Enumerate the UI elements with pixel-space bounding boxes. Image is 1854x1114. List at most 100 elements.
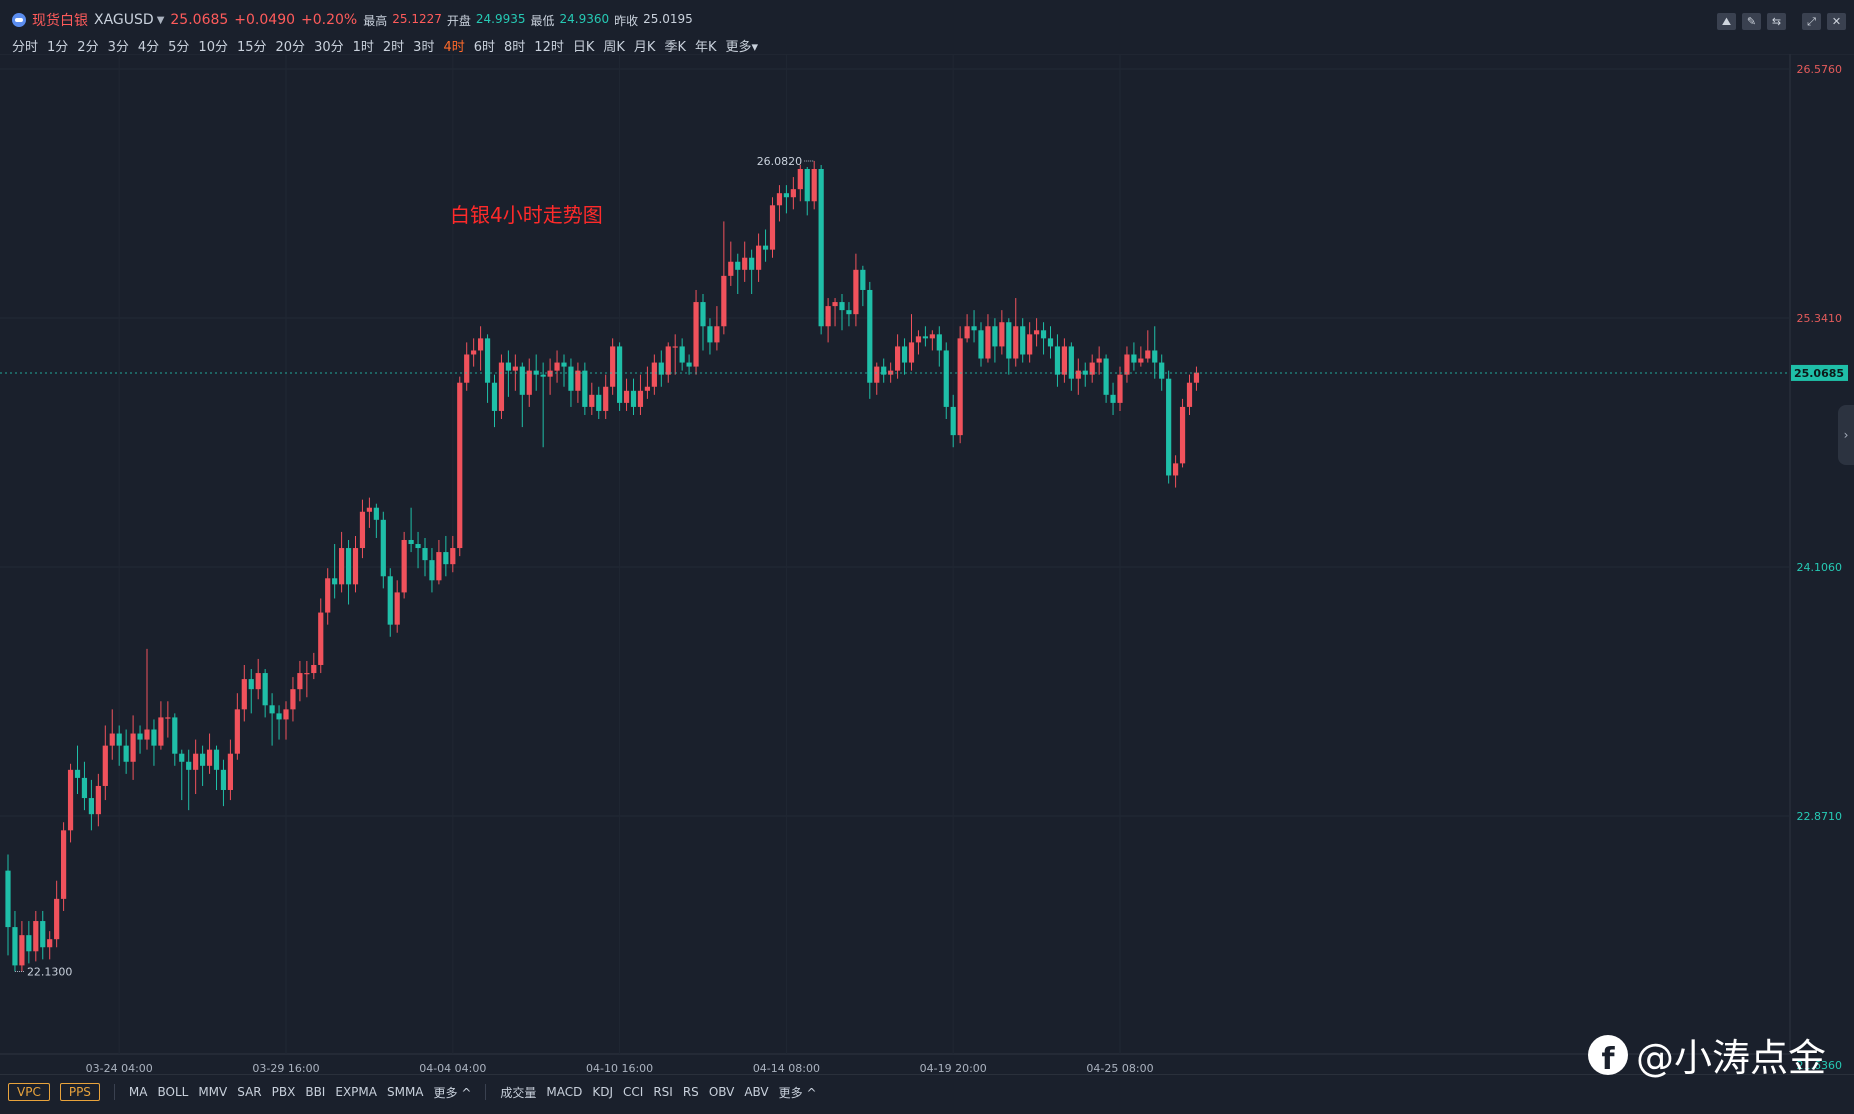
candle-body[interactable] [790, 189, 796, 198]
candle-body[interactable] [630, 390, 637, 407]
candle-body[interactable] [1103, 358, 1109, 395]
candle-body[interactable] [1020, 326, 1026, 355]
candle-body[interactable] [874, 366, 880, 383]
candle-body[interactable] [88, 798, 94, 815]
candle-body[interactable] [165, 717, 171, 719]
candle-body[interactable] [1040, 330, 1047, 339]
candle-body[interactable] [1068, 346, 1074, 379]
candle-body[interactable] [408, 539, 414, 545]
candle-body[interactable] [478, 338, 484, 351]
candle-body[interactable] [749, 257, 755, 270]
sub-indicator-more[interactable]: 更多 ^ [778, 1085, 817, 1100]
candle-body[interactable] [318, 612, 324, 665]
candle-body[interactable] [1054, 346, 1061, 375]
candle-body[interactable] [596, 394, 602, 411]
candle-body[interactable] [853, 269, 859, 315]
main-indicator-more[interactable]: 更多 ^ [433, 1085, 472, 1100]
candle-body[interactable] [700, 302, 706, 327]
candle-body[interactable] [714, 326, 720, 343]
candle-body[interactable] [735, 261, 741, 270]
candle-body[interactable] [234, 709, 240, 754]
chart-style-icon[interactable]: ⛰ [1717, 13, 1736, 30]
sub-indicator-1[interactable]: MACD [546, 1085, 583, 1099]
candle-body[interactable] [1138, 358, 1144, 363]
candle-body[interactable] [61, 830, 67, 899]
candle-body[interactable] [658, 362, 664, 375]
candle-body[interactable] [415, 544, 421, 549]
candle-body[interactable] [401, 539, 407, 593]
candle-body[interactable] [345, 548, 352, 585]
indicator-boll[interactable]: BOLL [157, 1085, 189, 1099]
candle-body[interactable] [241, 679, 247, 710]
candle-body[interactable] [637, 390, 644, 407]
candle-body[interactable] [151, 729, 157, 746]
candle-body[interactable] [1096, 358, 1102, 363]
candle-body[interactable] [352, 548, 359, 585]
candle-body[interactable] [339, 548, 345, 585]
sub-indicator-6[interactable]: OBV [708, 1085, 735, 1099]
candle-body[interactable] [186, 761, 192, 770]
candle-body[interactable] [679, 346, 685, 363]
timeframe-1[interactable]: 1分 [47, 40, 69, 55]
candle-body[interactable] [644, 386, 650, 391]
candle-body[interactable] [471, 350, 477, 355]
candle-body[interactable] [832, 302, 838, 307]
indicator-smma[interactable]: SMMA [386, 1085, 424, 1099]
candle-body[interactable] [818, 169, 824, 327]
candle-body[interactable] [554, 362, 560, 371]
timeframe-0[interactable]: 分时 [12, 40, 39, 55]
indicator-expma[interactable]: EXPMA [335, 1085, 377, 1099]
candle-body[interactable] [373, 507, 379, 520]
candle-body[interactable] [387, 576, 393, 625]
candle-body[interactable] [1124, 354, 1130, 375]
candle-body[interactable] [651, 362, 657, 387]
candle-body[interactable] [582, 370, 588, 407]
candle-body[interactable] [158, 717, 164, 746]
timeframe-7[interactable]: 15分 [236, 40, 267, 55]
candle-body[interactable] [311, 664, 317, 674]
candle-body[interactable] [116, 733, 122, 746]
symbol-dropdown-icon[interactable]: ▼ [156, 14, 165, 26]
candle-body[interactable] [568, 366, 574, 391]
timeframe-5[interactable]: 5分 [168, 40, 190, 55]
candle-body[interactable] [297, 673, 303, 690]
candle-body[interactable] [123, 745, 129, 762]
candle-body[interactable] [40, 921, 46, 948]
candle-body[interactable] [908, 342, 915, 363]
candle-body[interactable] [1089, 362, 1095, 375]
candle-body[interactable] [575, 370, 581, 391]
candle-body[interactable] [603, 386, 609, 411]
candle-body[interactable] [762, 245, 769, 250]
candle-body[interactable] [561, 362, 567, 367]
draw-icon[interactable]: ✎ [1742, 13, 1761, 30]
candle-body[interactable] [380, 519, 386, 577]
candle-body[interactable] [693, 302, 699, 367]
candle-body[interactable] [26, 935, 32, 952]
timeframe-18[interactable]: 周K [603, 40, 625, 55]
candle-body[interactable] [957, 338, 963, 436]
candle-body[interactable] [915, 336, 922, 343]
candle-body[interactable] [540, 374, 546, 377]
candle-body[interactable] [922, 336, 928, 339]
sub-indicator-7[interactable]: ABV [744, 1085, 769, 1099]
candle-body[interactable] [359, 511, 366, 549]
timeframe-16[interactable]: 12时 [534, 40, 564, 55]
candlestick-chart[interactable]: 26.5760 25.3410 24.1060 22.8710 21.6360 03-24… [0, 54, 1854, 1074]
candle-body[interactable] [81, 777, 88, 799]
candle-body[interactable] [67, 769, 74, 831]
candle-body[interactable] [846, 310, 852, 315]
candle-body[interactable] [1034, 330, 1040, 335]
candle-body[interactable] [366, 507, 372, 512]
sub-indicator-4[interactable]: RSI [653, 1085, 673, 1099]
candle-body[interactable] [498, 362, 505, 411]
symbol-code[interactable]: XAGUSD [94, 12, 154, 28]
symbol-name[interactable]: 现货白银 [32, 13, 88, 29]
candle-body[interactable] [1193, 372, 1200, 383]
candle-body[interactable] [1159, 362, 1165, 379]
candle-body[interactable] [109, 733, 115, 746]
timeframe-21[interactable]: 年K [694, 40, 717, 55]
candle-body[interactable] [220, 769, 227, 790]
candle-body[interactable] [526, 370, 532, 395]
candle-body[interactable] [610, 346, 616, 387]
timeframe-4[interactable]: 4分 [137, 40, 160, 55]
